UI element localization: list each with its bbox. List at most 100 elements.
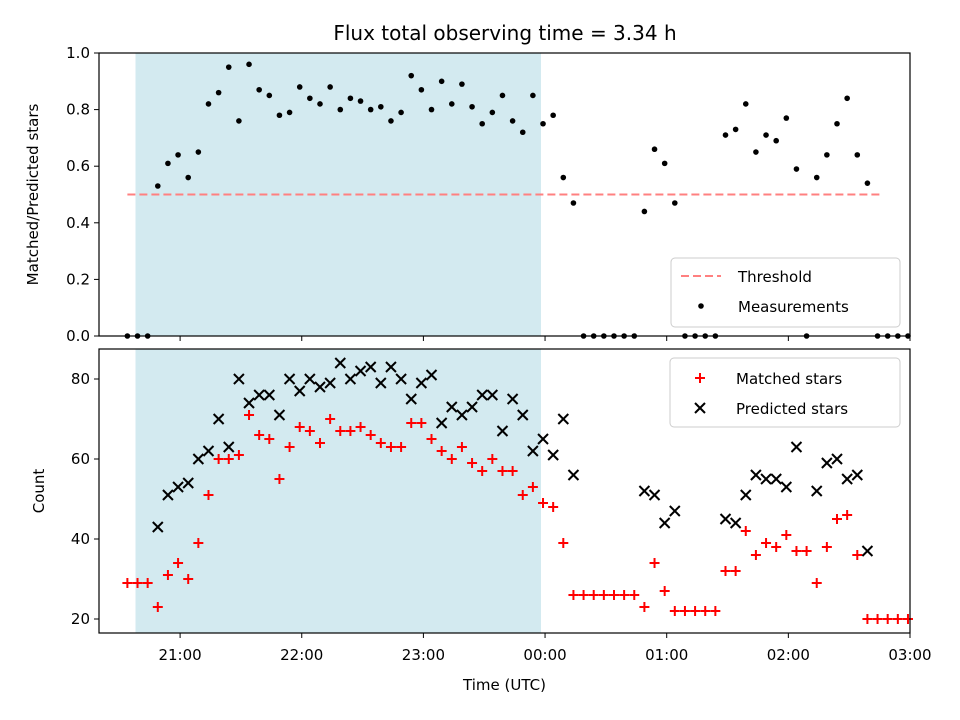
predicted-star-point bbox=[557, 413, 570, 425]
predicted-star-point bbox=[243, 397, 255, 409]
predicted-star-point bbox=[344, 373, 357, 385]
matched-star-point bbox=[416, 418, 427, 428]
predicted-star-point bbox=[395, 373, 407, 385]
measurement-point bbox=[307, 95, 313, 102]
measurement-point bbox=[864, 180, 871, 186]
top-y-tick-label: 0.6 bbox=[66, 157, 90, 175]
top-y-tick-label: 1.0 bbox=[66, 44, 90, 62]
matched-star-point bbox=[467, 458, 478, 468]
matched-star-point bbox=[345, 426, 356, 436]
matched-star-point bbox=[314, 438, 325, 448]
matched-star-point bbox=[730, 566, 741, 576]
matched-star-point bbox=[436, 446, 447, 456]
measurement-point bbox=[540, 120, 546, 127]
measurement-point bbox=[651, 146, 658, 153]
predicted-star-point bbox=[405, 393, 417, 405]
predicted-star-point bbox=[314, 381, 326, 393]
matched-star-point bbox=[122, 578, 133, 588]
matched-star-point bbox=[852, 550, 863, 560]
matched-star-point bbox=[740, 526, 751, 536]
predicted-star-point bbox=[192, 453, 205, 465]
predicted-star-point bbox=[729, 517, 742, 529]
matched-star-point bbox=[507, 466, 518, 476]
measurement-point bbox=[834, 120, 840, 127]
ratio-panel: 0.0 0.2 0.4 0.6 0.8 1.0 Matched/Predicted sta… bbox=[24, 44, 911, 345]
top-y-tick-label: 0.4 bbox=[66, 214, 90, 232]
predicted-star-point bbox=[861, 545, 874, 557]
predicted-stars-points bbox=[152, 357, 874, 557]
top-axes-frame bbox=[98, 52, 911, 337]
predicted-star-point bbox=[760, 473, 772, 485]
matched-star-point bbox=[132, 578, 143, 588]
top-y-tick-label: 0.0 bbox=[66, 327, 90, 345]
predicted-star-point bbox=[811, 485, 823, 497]
matched-stars-points bbox=[122, 410, 913, 624]
matched-star-point bbox=[771, 542, 782, 552]
matched-star-point bbox=[821, 542, 832, 552]
predicted-star-point bbox=[780, 481, 793, 493]
matched-star-point bbox=[456, 442, 467, 452]
measurement-points bbox=[124, 61, 911, 339]
measurement-point bbox=[286, 109, 293, 116]
predicted-star-point bbox=[415, 377, 428, 389]
top-y-tick-label: 0.8 bbox=[66, 101, 90, 119]
top-y-axis-ticks: 0.0 0.2 0.4 0.6 0.8 1.0 bbox=[66, 44, 99, 345]
measurement-point bbox=[175, 152, 181, 158]
top-legend: Threshold Measurements bbox=[670, 257, 901, 328]
legend-x-marker bbox=[694, 402, 706, 414]
matched-star-point bbox=[304, 426, 315, 436]
predicted-star-point bbox=[841, 473, 853, 485]
measurement-point bbox=[479, 120, 485, 127]
measurement-point bbox=[661, 160, 668, 167]
matched-star-point bbox=[598, 590, 609, 600]
predicted-star-point bbox=[233, 373, 245, 385]
matched-star-point bbox=[578, 590, 589, 600]
predicted-star-point bbox=[456, 409, 468, 421]
predicted-star-point bbox=[385, 361, 397, 373]
matched-star-point bbox=[608, 590, 619, 600]
matched-star-point bbox=[264, 434, 275, 444]
measurement-point bbox=[276, 112, 283, 119]
predicted-star-point bbox=[294, 385, 306, 397]
legend-measurement-swatch bbox=[698, 303, 704, 309]
measurement-point bbox=[215, 89, 222, 96]
matched-star-point bbox=[761, 538, 772, 548]
legend-plus-marker bbox=[695, 373, 705, 383]
measurement-point bbox=[824, 152, 830, 158]
bottom-y-axis-label: Count bbox=[30, 469, 48, 514]
bottom-y-tick-label: 60 bbox=[71, 450, 90, 468]
bottom-x-tick-label: 03:00 bbox=[888, 646, 931, 664]
matched-star-point bbox=[690, 606, 701, 616]
matched-star-point bbox=[588, 590, 599, 600]
predicted-star-point bbox=[283, 373, 296, 385]
predicted-star-point bbox=[354, 365, 367, 377]
predicted-star-point bbox=[182, 477, 194, 489]
matched-star-point bbox=[193, 538, 204, 548]
observing-band-bottom bbox=[135, 349, 541, 633]
measurement-point bbox=[378, 103, 384, 110]
predicted-star-point bbox=[324, 377, 336, 389]
measurement-point bbox=[236, 118, 242, 124]
matched-star-point bbox=[173, 558, 184, 568]
predicted-star-point bbox=[375, 377, 387, 389]
predicted-star-point bbox=[172, 481, 184, 493]
matched-star-point bbox=[203, 490, 214, 500]
matched-star-point bbox=[162, 570, 173, 580]
measurement-point bbox=[570, 200, 577, 206]
matched-star-point bbox=[832, 514, 843, 524]
matched-star-point bbox=[710, 606, 721, 616]
measurement-point bbox=[793, 166, 800, 172]
predicted-star-point bbox=[435, 417, 448, 429]
matched-star-point bbox=[902, 614, 913, 624]
matched-star-point bbox=[527, 482, 538, 492]
predicted-star-point bbox=[446, 401, 458, 413]
predicted-star-point bbox=[851, 469, 863, 481]
matched-star-point bbox=[781, 530, 792, 540]
matched-star-point bbox=[497, 466, 508, 476]
measurement-point bbox=[205, 101, 212, 107]
measurement-point bbox=[773, 137, 779, 144]
predicted-star-point bbox=[425, 369, 438, 381]
matched-star-point bbox=[659, 586, 670, 596]
measurement-point bbox=[165, 160, 171, 167]
